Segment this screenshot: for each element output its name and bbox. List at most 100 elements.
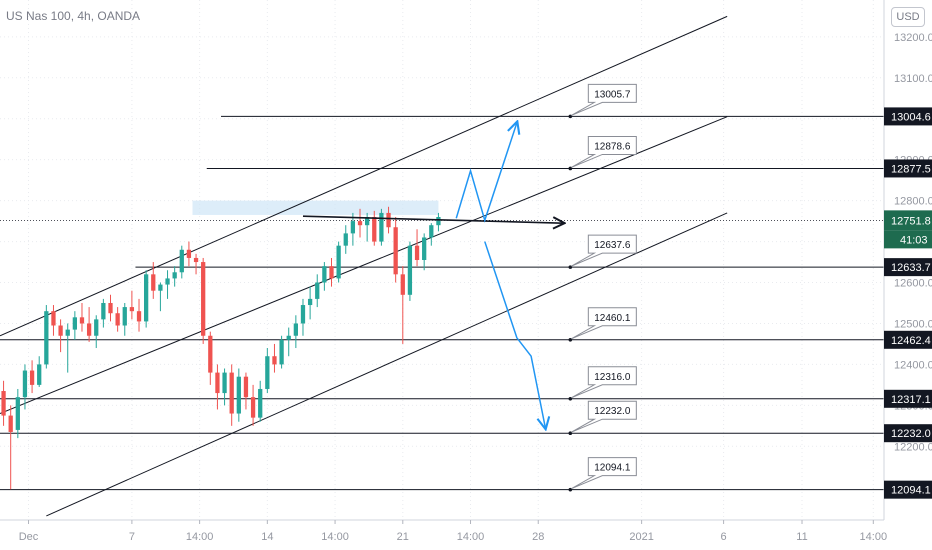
candle-body-5 [37,364,42,385]
currency-button[interactable]: USD [891,7,925,27]
time-tick-label-0: Dec [19,531,39,543]
candle-body-52 [372,217,377,242]
callout-label-5: 12232.0 [594,406,631,417]
level-tag-label-1: 12877.5 [891,163,931,175]
candle-body-9 [65,329,70,336]
candle-body-53 [379,212,384,242]
candle-body-41 [293,323,298,336]
price-tick-label-9: 13100.0 [894,73,932,85]
candle-body-25 [179,249,184,273]
candle-body-6 [44,311,49,365]
candle-body-15 [108,302,113,314]
callout-box-5 [571,400,637,433]
callout-box-0 [571,83,637,116]
callout-label-6: 12094.1 [594,463,631,474]
candle-body-48 [343,233,348,246]
level-tag-label-6: 12094.1 [891,485,931,497]
time-tick-label-8: 2021 [629,531,653,543]
candle-body-1 [8,415,13,432]
callout-label-0: 13005.7 [594,89,631,100]
candle-body-54 [386,212,391,228]
level-tag-4 [884,389,932,408]
callout-box-2 [571,234,637,267]
candle-body-58 [414,245,420,260]
candle-body-40 [286,335,291,340]
candle-body-10 [72,317,77,330]
candle-body-35 [250,397,256,418]
candle-body-17 [122,307,127,326]
time-tick-label-2: 14:00 [186,531,214,543]
candle-body-26 [186,249,192,258]
candle-body-24 [172,272,177,279]
candle-body-39 [279,339,284,365]
price-tick-label-4: 12600.0 [894,278,932,290]
price-tick-label-6: 12800.0 [894,196,932,208]
candle-body-16 [115,313,120,326]
candle-body-50 [357,221,363,226]
channel-line-1 [0,116,728,415]
level-tag-label-3: 12462.4 [891,335,931,347]
callout-anchor-2 [568,265,573,269]
candle-body-0 [1,391,6,416]
candle-body-11 [79,317,85,324]
price-tick-label-2: 12400.0 [894,359,932,371]
candle-body-31 [222,372,227,394]
price-tick-label-0: 12200.0 [894,441,932,453]
symbol-label: US Nas 100, 4h, OANDA [6,9,141,23]
candle-body-20 [144,274,149,322]
current-price-tag [884,210,932,231]
level-tag-label-5: 12232.0 [891,428,931,440]
callout-anchor-1 [568,166,573,171]
callout-label-2: 12637.6 [594,240,631,251]
time-tick-label-5: 21 [397,531,409,543]
candle-body-3 [22,370,28,398]
candle-body-29 [208,335,213,373]
candle-body-56 [400,274,405,295]
black-arrow [302,215,563,223]
candle-body-38 [272,356,277,365]
projection-up-arrow [455,123,517,223]
candle-body-27 [193,257,199,263]
candle-body-59 [422,237,427,260]
candle-body-36 [258,388,263,418]
callout-anchor-6 [568,487,573,492]
candle-body-45 [322,266,327,283]
price-tick-label-10: 13200.0 [894,32,932,44]
candle-body-43 [307,298,313,306]
candle-body-4 [29,370,35,385]
callout-box-6 [571,457,637,490]
candle-body-37 [265,356,270,389]
time-tick-label-10: 11 [796,531,807,543]
candle-body-44 [315,282,320,299]
candle-body-28 [201,262,206,336]
candle-body-7 [51,311,56,326]
candle-body-42 [300,305,306,324]
candle-body-32 [229,372,234,414]
level-tag-label-0: 13004.6 [891,111,931,123]
time-tick-label-6: 14:00 [457,531,485,543]
candle-body-12 [86,323,92,336]
candle-body-47 [336,245,341,279]
candle-body-13 [94,319,99,336]
candle-body-23 [165,278,170,285]
level-tag-label-2: 12633.7 [891,262,931,274]
candle-body-18 [129,307,135,312]
candle-body-21 [151,274,156,291]
candle-body-19 [136,311,142,322]
level-tag-2 [884,258,932,277]
price-tick-label-3: 12500.0 [894,318,932,330]
level-tag-6 [884,480,932,499]
channel-line-2 [46,212,728,517]
candle-body-46 [329,266,334,279]
candle-body-55 [393,227,398,275]
projection-down-arrow [484,241,546,428]
candle-body-57 [407,245,413,295]
level-tag-label-4: 12317.1 [891,394,931,406]
callout-label-3: 12460.1 [594,313,631,324]
callout-label-4: 12316.0 [594,372,631,383]
candle-body-22 [158,284,163,291]
time-tick-label-4: 14:00 [321,531,349,543]
time-tick-label-11: 14:00 [860,531,888,543]
callout-box-1 [571,135,637,168]
